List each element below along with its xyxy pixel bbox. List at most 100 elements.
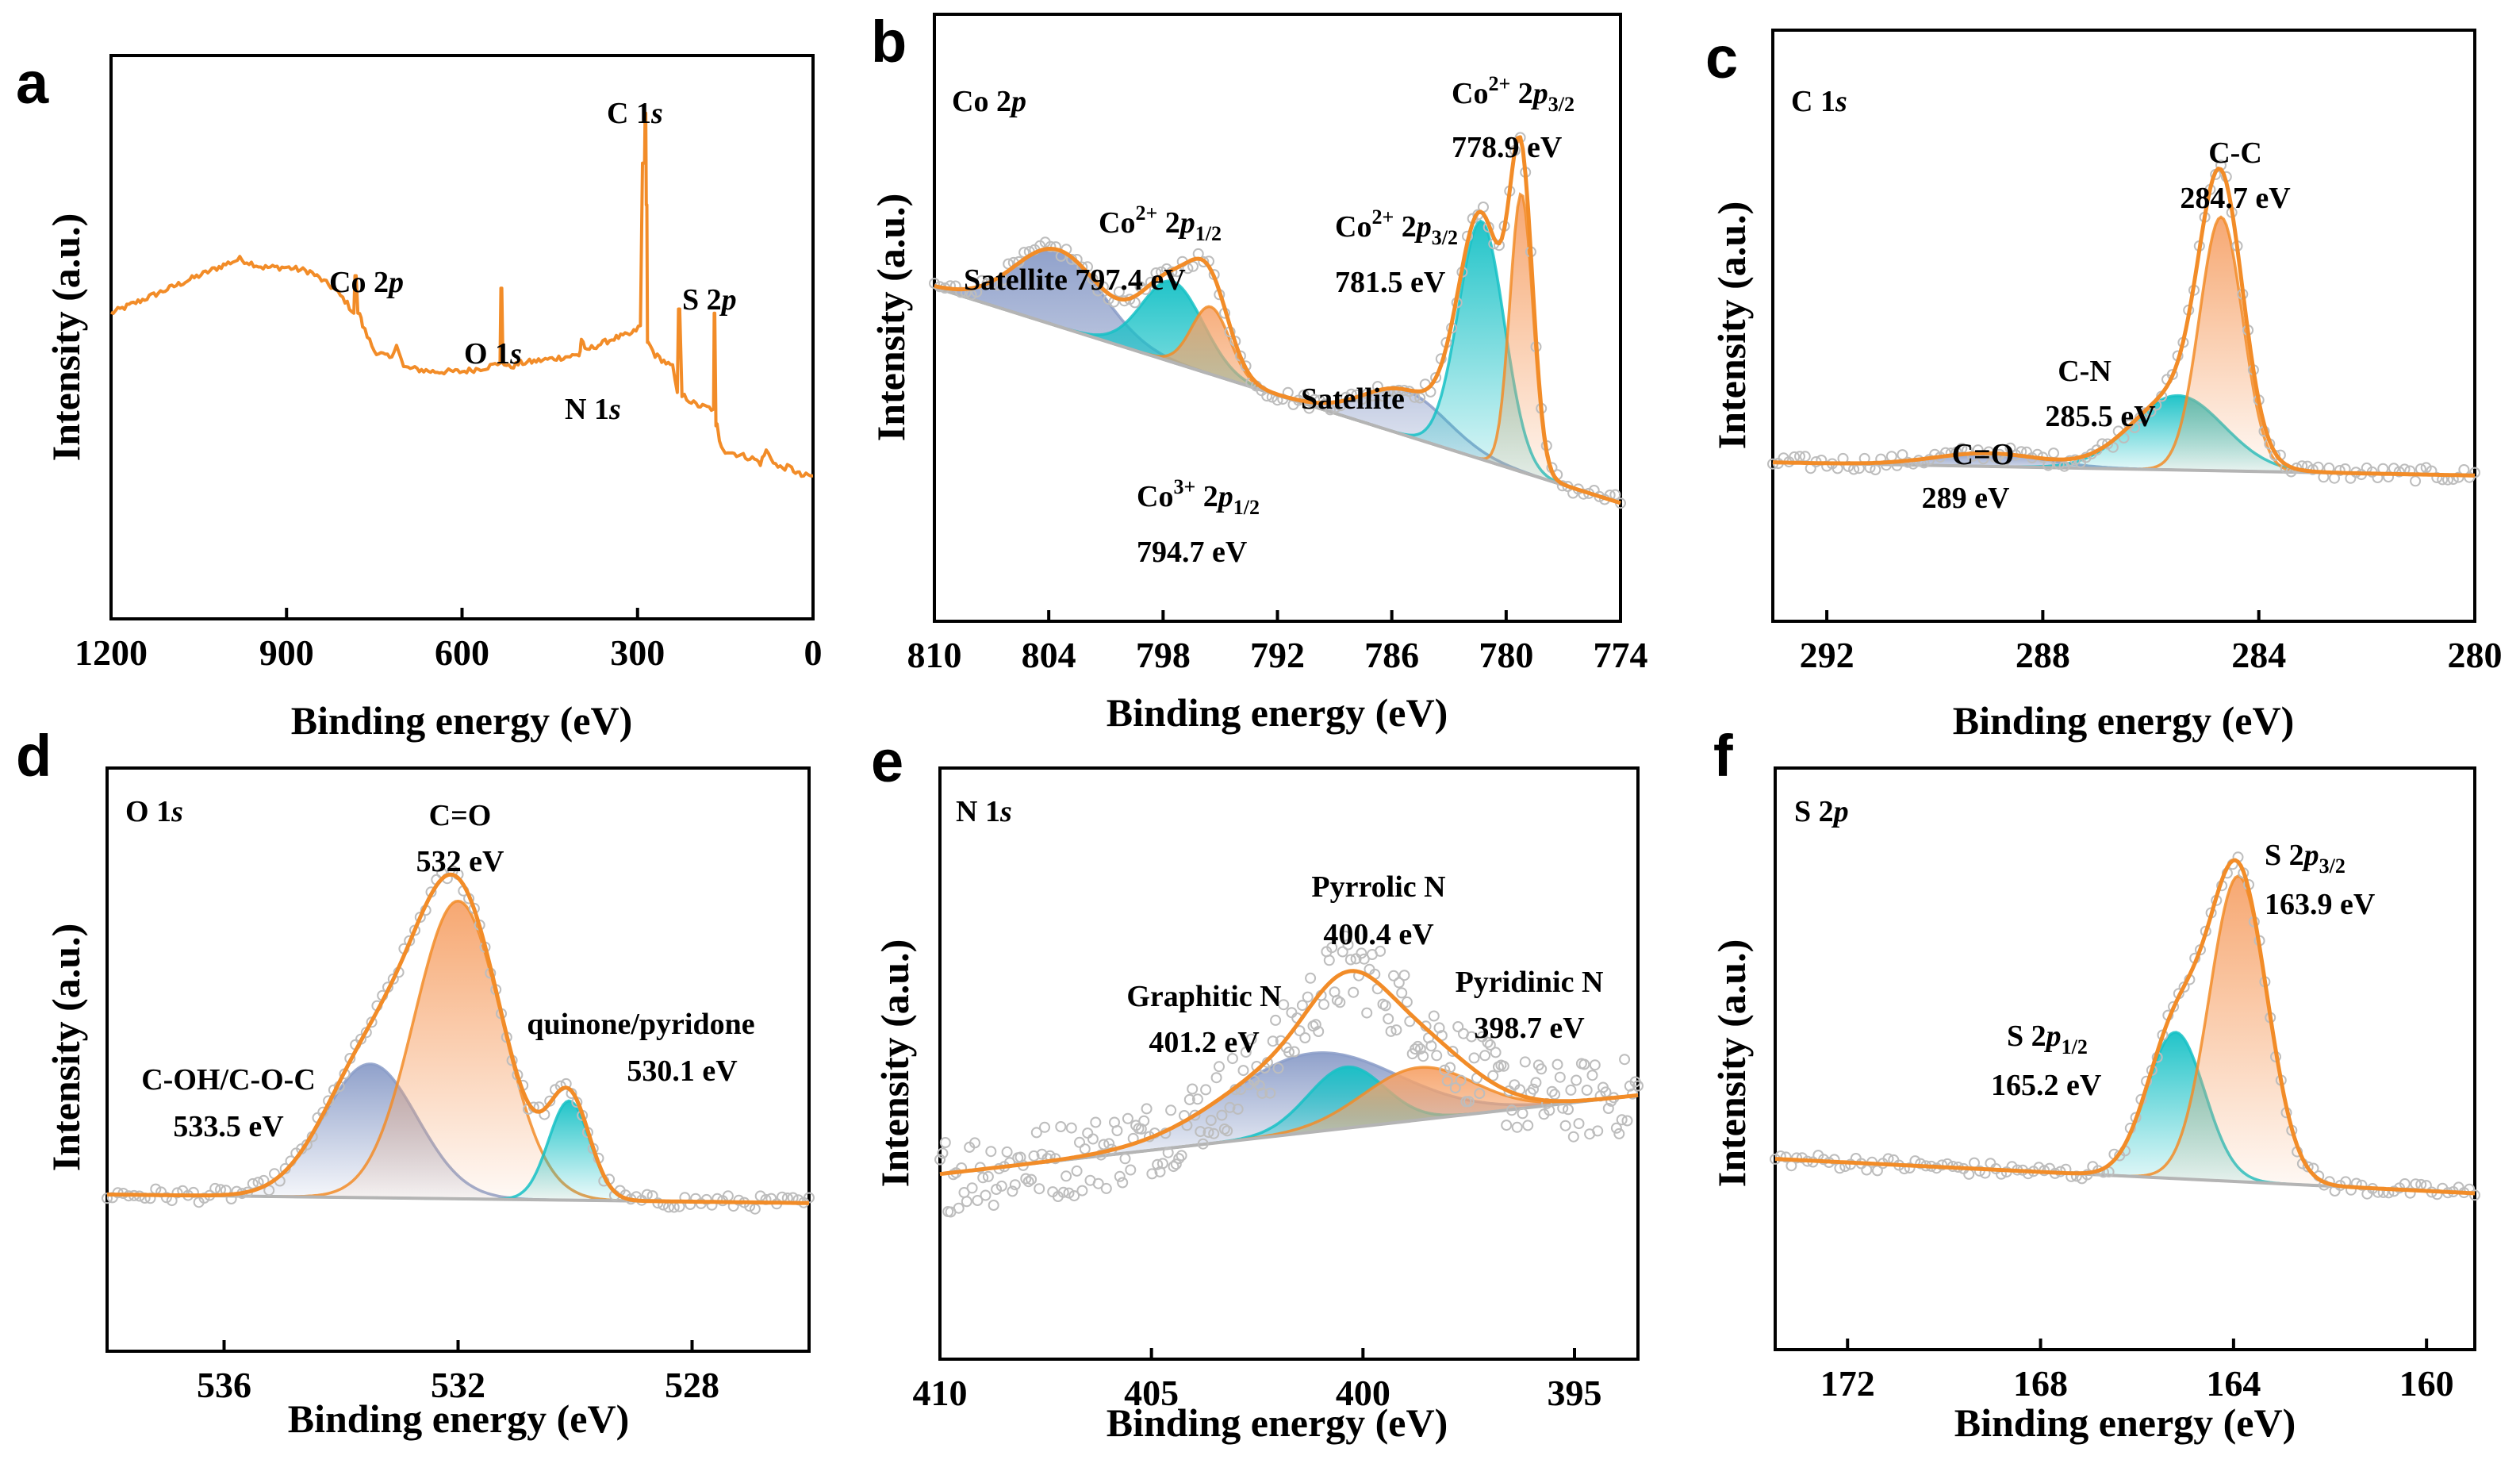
- data-point: [1484, 1039, 1496, 1051]
- data-point: [1111, 1125, 1123, 1136]
- data-point: [1586, 1070, 1598, 1081]
- data-point: [1444, 1062, 1456, 1074]
- data-point: [1490, 1047, 1502, 1058]
- data-point: [1425, 1040, 1437, 1052]
- x-tick-label: 300: [610, 632, 665, 673]
- data-point: [1404, 1016, 1416, 1028]
- data-point: [2048, 447, 2059, 459]
- data-point: [1068, 1190, 1080, 1202]
- data-point: [1061, 1170, 1072, 1182]
- data-point: [1152, 1158, 1164, 1170]
- x-tick-label: 792: [1250, 635, 1305, 675]
- annotation-coh: C-OH/C-O-C: [141, 1063, 316, 1097]
- x-tick-label: 292: [1800, 635, 1855, 675]
- data-point: [1544, 1104, 1555, 1116]
- data-point: [1125, 1164, 1137, 1176]
- data-point: [1079, 1143, 1091, 1155]
- data-point: [1074, 1136, 1085, 1148]
- data-point: [1428, 1010, 1440, 1022]
- annotation-401-2: 401.2 eV: [1149, 1026, 1260, 1059]
- peak-fill: [1775, 1032, 2475, 1193]
- data-point: [1210, 1072, 1222, 1084]
- data-point: [1966, 450, 1978, 462]
- data-layer: [102, 865, 815, 1215]
- data-point: [1197, 1138, 1209, 1150]
- data-point: [1087, 1133, 1099, 1145]
- annotation-781-5: 781.5 eV: [1335, 266, 1446, 299]
- data-point: [102, 1193, 113, 1204]
- data-point: [1176, 1150, 1187, 1162]
- x-axis-ticks: 1200 900 600 300 0: [75, 608, 823, 673]
- data-point: [1385, 1025, 1397, 1037]
- data-point: [1198, 256, 1210, 267]
- data-point: [1390, 1024, 1402, 1036]
- data-point: [1613, 1127, 1625, 1139]
- data-point: [1045, 240, 1057, 252]
- data-point: [1278, 999, 1290, 1011]
- survey-line: [110, 111, 814, 478]
- data-point: [1071, 1165, 1083, 1177]
- data-point: [1632, 1080, 1644, 1092]
- data-point: [1325, 404, 1336, 416]
- data-point: [1098, 1139, 1110, 1150]
- annotation-graphitic: Graphitic N: [1126, 980, 1281, 1013]
- data-point: [1270, 1014, 1282, 1026]
- data-point: [1226, 1053, 1238, 1065]
- data-point: [1034, 1183, 1045, 1195]
- data-layer: [929, 132, 1626, 509]
- data-point: [2453, 471, 2464, 483]
- data-point: [1522, 1120, 1534, 1131]
- peak-fill: [934, 248, 1621, 503]
- data-point: [2410, 475, 2422, 487]
- data-point: [1022, 1176, 1034, 1188]
- data-point: [1474, 1088, 1486, 1100]
- annotation-cc: C-C: [2208, 136, 2262, 170]
- data-point: [980, 1189, 992, 1201]
- envelope-line: [1772, 167, 2476, 478]
- x-tick-label: 786: [1364, 635, 1419, 675]
- x-tick-label: 288: [2016, 635, 2070, 675]
- x-tick-label: 532: [431, 1365, 485, 1405]
- panel-letter-a: a: [16, 50, 49, 116]
- x-axis-ticks: 410 405 400 395: [913, 1348, 1602, 1413]
- data-point: [1200, 1084, 1212, 1096]
- data-point: [1963, 1168, 1975, 1180]
- x-tick-label: 160: [2399, 1363, 2454, 1404]
- data-point: [1452, 1021, 1464, 1032]
- data-point: [2022, 1168, 2034, 1180]
- x-axis-ticks: 292 288 284 280: [1800, 610, 2503, 675]
- peak-fill: [934, 281, 1621, 503]
- x-tick-label: 804: [1022, 635, 1076, 675]
- x-tick-label: 536: [197, 1365, 251, 1405]
- data-point: [1055, 1121, 1067, 1132]
- data-point: [2361, 1188, 2373, 1200]
- annotation-165-2: 165.2 eV: [1991, 1069, 2102, 1102]
- data-point: [1557, 1102, 1569, 1114]
- data-point: [1183, 1093, 1195, 1105]
- data-point: [1020, 1173, 1032, 1185]
- data-point: [1498, 1060, 1509, 1072]
- data-point: [1401, 996, 1413, 1008]
- data-point: [1915, 1158, 1927, 1170]
- plot-frame: [109, 54, 815, 620]
- y-axis-label: Intensity (a.u.): [44, 924, 88, 1172]
- data-point: [1573, 1118, 1585, 1130]
- spectrum-title: N 1s: [956, 795, 1012, 828]
- annotation-285-5: 285.5 eV: [2045, 400, 2156, 433]
- data-point: [1240, 1047, 1252, 1058]
- data-point: [1417, 1051, 1429, 1062]
- data-point: [977, 1172, 989, 1184]
- data-point: [1267, 1035, 1279, 1047]
- data-point: [1393, 977, 1405, 989]
- annotation-satellite: Satellite: [1301, 382, 1405, 416]
- data-point: [1592, 1125, 1604, 1137]
- data-point: [1272, 1062, 1284, 1074]
- envelope-line: [939, 969, 1639, 1177]
- x-tick-label: 400: [1336, 1373, 1390, 1413]
- annotation-289: 289 eV: [1922, 482, 2010, 515]
- x-tick-label: 280: [2448, 635, 2503, 675]
- peak-fill: [940, 1066, 1638, 1174]
- data-point: [1398, 970, 1410, 981]
- annotation-163-9: 163.9 eV: [2265, 888, 2376, 921]
- data-point: [1482, 1036, 1494, 1048]
